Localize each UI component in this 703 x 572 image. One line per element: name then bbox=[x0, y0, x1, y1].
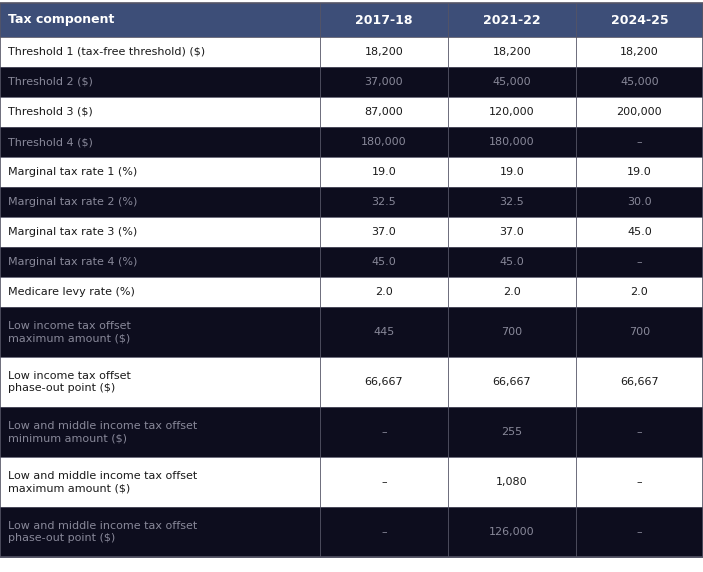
Text: 19.0: 19.0 bbox=[627, 167, 652, 177]
Text: 18,200: 18,200 bbox=[620, 47, 659, 57]
Text: Threshold 1 (tax-free threshold) ($): Threshold 1 (tax-free threshold) ($) bbox=[8, 47, 205, 57]
Text: –: – bbox=[381, 427, 387, 437]
Bar bbox=[0, 407, 703, 457]
Bar bbox=[0, 3, 703, 37]
Text: 66,667: 66,667 bbox=[620, 377, 659, 387]
Text: 19.0: 19.0 bbox=[499, 167, 524, 177]
Bar bbox=[0, 187, 703, 217]
Text: 700: 700 bbox=[628, 327, 650, 337]
Bar bbox=[0, 457, 703, 507]
Text: 45,000: 45,000 bbox=[620, 77, 659, 87]
Text: –: – bbox=[381, 527, 387, 537]
Text: 45,000: 45,000 bbox=[493, 77, 531, 87]
Text: Threshold 3 ($): Threshold 3 ($) bbox=[8, 107, 93, 117]
Text: 37,000: 37,000 bbox=[365, 77, 403, 87]
Text: 2017-18: 2017-18 bbox=[355, 14, 413, 26]
Text: Low income tax offset
phase-out point ($): Low income tax offset phase-out point ($… bbox=[8, 371, 131, 394]
Text: 32.5: 32.5 bbox=[499, 197, 524, 207]
Text: 1,080: 1,080 bbox=[496, 477, 527, 487]
Bar bbox=[0, 217, 703, 247]
Text: 120,000: 120,000 bbox=[489, 107, 534, 117]
Text: 37.0: 37.0 bbox=[499, 227, 524, 237]
Text: Marginal tax rate 2 (%): Marginal tax rate 2 (%) bbox=[8, 197, 138, 207]
Text: 2.0: 2.0 bbox=[503, 287, 521, 297]
Text: 2024-25: 2024-25 bbox=[611, 14, 668, 26]
Text: 2021-22: 2021-22 bbox=[483, 14, 541, 26]
Text: 30.0: 30.0 bbox=[627, 197, 652, 207]
Text: 19.0: 19.0 bbox=[371, 167, 396, 177]
Bar bbox=[0, 307, 703, 357]
Text: 87,000: 87,000 bbox=[364, 107, 404, 117]
Text: 45.0: 45.0 bbox=[627, 227, 652, 237]
Text: 66,667: 66,667 bbox=[493, 377, 531, 387]
Text: 2.0: 2.0 bbox=[375, 287, 393, 297]
Bar bbox=[0, 157, 703, 187]
Text: 180,000: 180,000 bbox=[489, 137, 534, 147]
Text: 37.0: 37.0 bbox=[371, 227, 396, 237]
Text: –: – bbox=[636, 527, 643, 537]
Text: 445: 445 bbox=[373, 327, 394, 337]
Text: 180,000: 180,000 bbox=[361, 137, 406, 147]
Text: Low income tax offset
maximum amount ($): Low income tax offset maximum amount ($) bbox=[8, 320, 131, 343]
Text: 700: 700 bbox=[501, 327, 522, 337]
Text: –: – bbox=[636, 257, 643, 267]
Text: 45.0: 45.0 bbox=[371, 257, 396, 267]
Text: 66,667: 66,667 bbox=[365, 377, 403, 387]
Text: Low and middle income tax offset
phase-out point ($): Low and middle income tax offset phase-o… bbox=[8, 521, 198, 543]
Text: Marginal tax rate 4 (%): Marginal tax rate 4 (%) bbox=[8, 257, 138, 267]
Bar bbox=[0, 67, 703, 97]
Text: Medicare levy rate (%): Medicare levy rate (%) bbox=[8, 287, 135, 297]
Bar bbox=[0, 507, 703, 557]
Text: –: – bbox=[381, 477, 387, 487]
Text: 18,200: 18,200 bbox=[492, 47, 531, 57]
Text: Marginal tax rate 1 (%): Marginal tax rate 1 (%) bbox=[8, 167, 138, 177]
Text: –: – bbox=[636, 477, 643, 487]
Text: 18,200: 18,200 bbox=[364, 47, 404, 57]
Text: –: – bbox=[636, 427, 643, 437]
Text: 32.5: 32.5 bbox=[371, 197, 396, 207]
Text: 126,000: 126,000 bbox=[489, 527, 534, 537]
Text: 2.0: 2.0 bbox=[631, 287, 648, 297]
Bar bbox=[0, 247, 703, 277]
Text: 200,000: 200,000 bbox=[617, 107, 662, 117]
Text: Low and middle income tax offset
minimum amount ($): Low and middle income tax offset minimum… bbox=[8, 420, 198, 443]
Text: Low and middle income tax offset
maximum amount ($): Low and middle income tax offset maximum… bbox=[8, 471, 198, 494]
Text: Marginal tax rate 3 (%): Marginal tax rate 3 (%) bbox=[8, 227, 138, 237]
Text: 45.0: 45.0 bbox=[499, 257, 524, 267]
Bar bbox=[0, 37, 703, 67]
Bar bbox=[0, 127, 703, 157]
Bar bbox=[0, 277, 703, 307]
Text: Threshold 2 ($): Threshold 2 ($) bbox=[8, 77, 93, 87]
Text: Threshold 4 ($): Threshold 4 ($) bbox=[8, 137, 93, 147]
Text: 255: 255 bbox=[501, 427, 522, 437]
Bar bbox=[0, 357, 703, 407]
Bar bbox=[0, 97, 703, 127]
Text: –: – bbox=[636, 137, 643, 147]
Text: Tax component: Tax component bbox=[8, 14, 115, 26]
